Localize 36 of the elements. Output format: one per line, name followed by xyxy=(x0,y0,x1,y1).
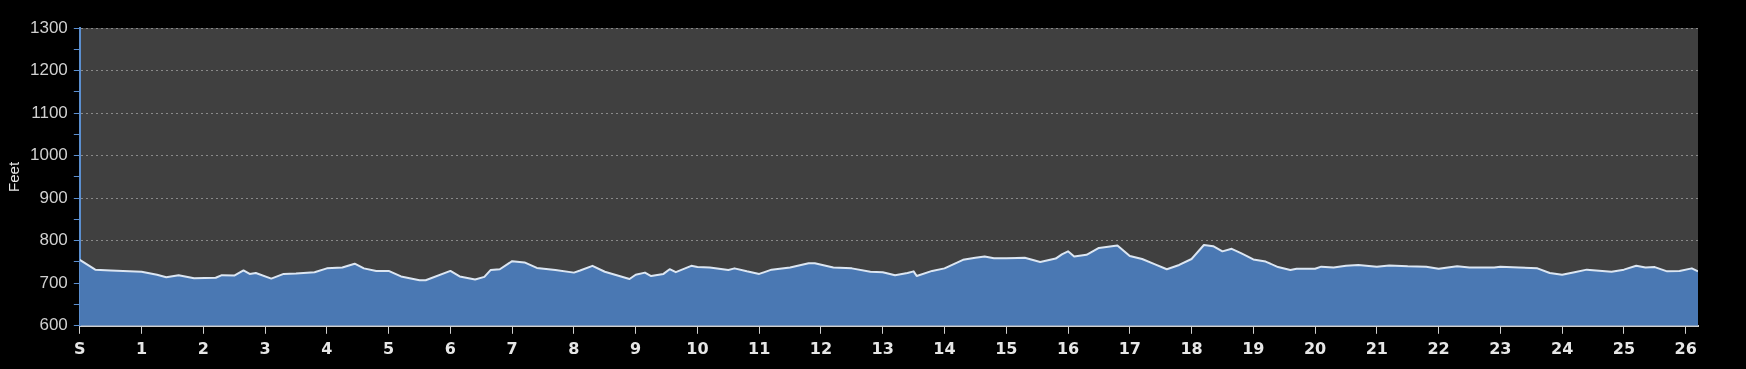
y-tick-label: 700 xyxy=(39,272,68,292)
x-tick-label: 12 xyxy=(809,338,833,358)
x-tick-label: 4 xyxy=(321,338,333,358)
x-tick-label: 14 xyxy=(933,338,956,358)
x-tick-label: 1 xyxy=(136,338,148,358)
x-tick-label: 3 xyxy=(259,338,271,358)
y-axis-title: Feet xyxy=(5,161,23,192)
x-tick-label: 2 xyxy=(197,338,209,358)
x-tick-label: 20 xyxy=(1303,338,1327,358)
x-tick-label: 16 xyxy=(1056,338,1080,358)
x-tick-label: S xyxy=(74,338,86,358)
x-tick-label: 8 xyxy=(568,338,580,358)
x-tick-label: 19 xyxy=(1242,338,1265,358)
y-tick-label: 600 xyxy=(39,315,68,335)
x-tick-label: 22 xyxy=(1427,338,1450,358)
y-tick-label: 1200 xyxy=(29,60,68,80)
x-tick-label: 26 xyxy=(1674,338,1697,358)
x-tick-label: 18 xyxy=(1180,338,1203,358)
y-tick-label: 900 xyxy=(39,187,68,207)
x-tick-label: 9 xyxy=(630,338,642,358)
x-tick-label: 11 xyxy=(748,338,771,358)
x-tick-label: 25 xyxy=(1612,338,1636,358)
x-tick-label: 7 xyxy=(506,338,518,358)
x-tick-label: 21 xyxy=(1365,338,1388,358)
y-tick-label: 1000 xyxy=(29,145,68,165)
x-tick-label: 17 xyxy=(1118,338,1141,358)
x-tick-label: 23 xyxy=(1489,338,1512,358)
x-tick-label: 24 xyxy=(1550,338,1574,358)
x-tick-label: 5 xyxy=(383,338,395,358)
y-tick-label: 1300 xyxy=(29,17,68,37)
x-tick-label: 15 xyxy=(995,338,1018,358)
y-tick-label: 800 xyxy=(39,230,68,250)
x-tick-label: 13 xyxy=(871,338,894,358)
x-tick-label: 10 xyxy=(686,338,709,358)
x-tick-label: 6 xyxy=(444,338,456,358)
y-tick-label: 1100 xyxy=(31,102,68,122)
